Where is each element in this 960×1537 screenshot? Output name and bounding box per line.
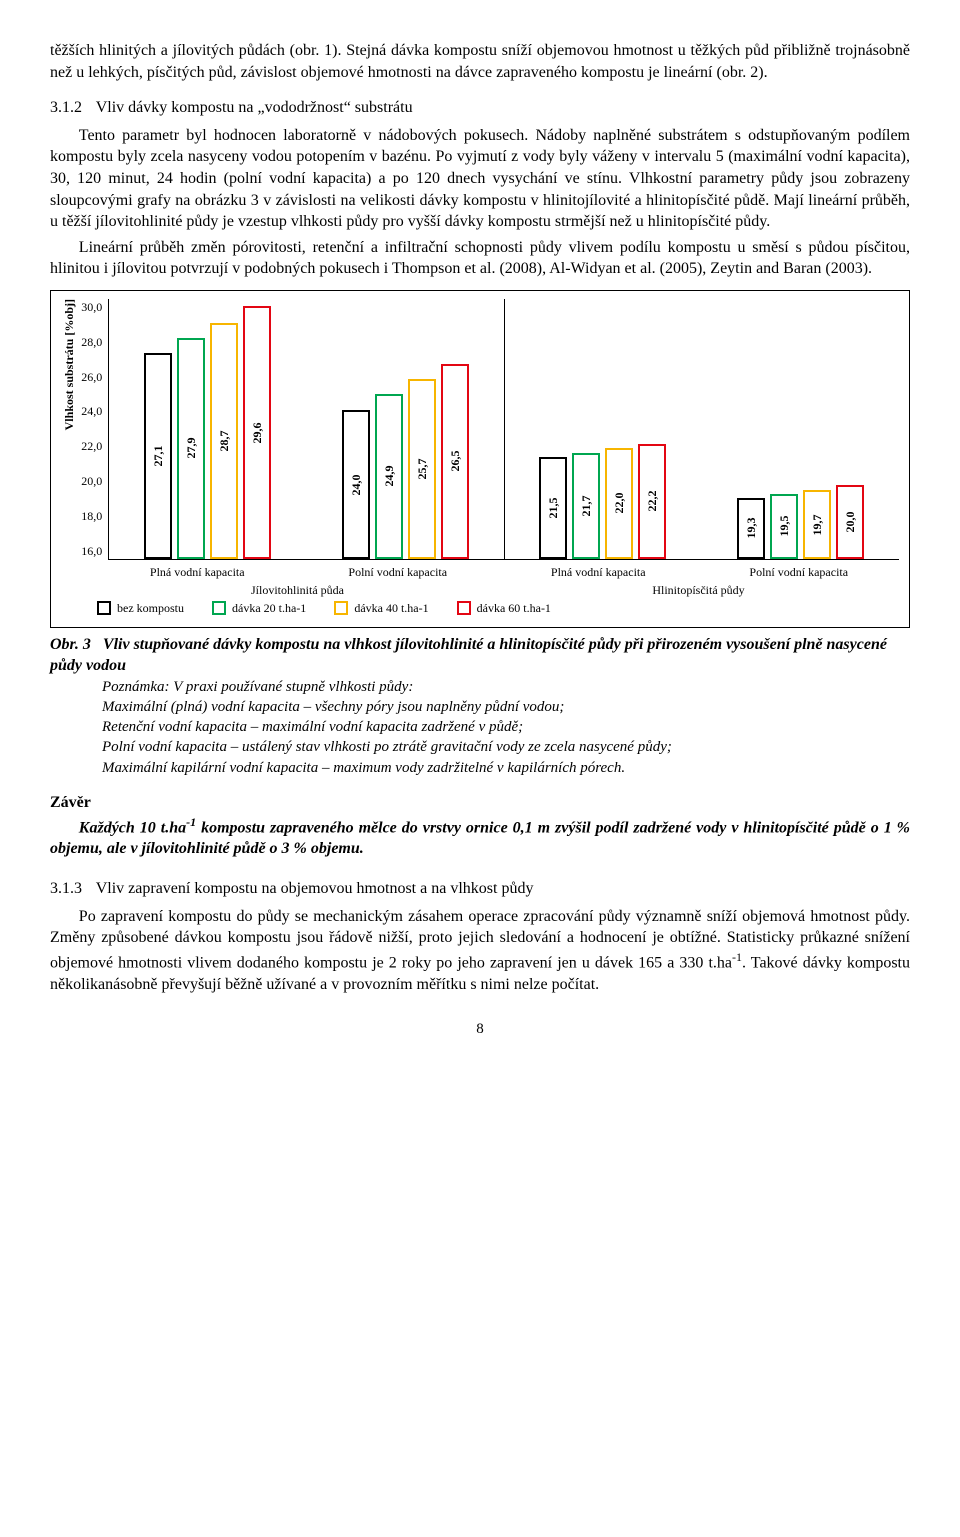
chart-legend: bez kompostu dávka 20 t.ha-1 dávka 40 t.ha… [97, 600, 899, 616]
chart-bar: 27,9 [177, 338, 205, 559]
chart-bar: 24,9 [375, 394, 403, 559]
chart-bar-group: 27,1 27,9 28,7 29,6 [109, 299, 306, 559]
chart-bar-value: 19,7 [809, 514, 825, 535]
paragraph-4: Po zapravení kompostu do půdy se mechani… [50, 906, 910, 996]
page-number: 8 [50, 1019, 910, 1039]
chart-x-supercategories: Jílovitohlinitá půdaHlinitopísčitá půdy [97, 582, 899, 598]
chart-x-categories: Plná vodní kapacitaPolní vodní kapacitaP… [97, 560, 899, 580]
chart-bar: 21,5 [539, 457, 567, 559]
chart-bar: 25,7 [408, 379, 436, 559]
chart-bar-value: 24,9 [381, 466, 397, 487]
chart-bar-value: 21,5 [545, 497, 561, 518]
para4-exponent: -1 [732, 950, 742, 964]
chart-legend-swatch [212, 601, 226, 615]
chart-bar-group: 24,0 24,9 25,7 26,5 [307, 299, 504, 559]
chart-bar-value: 27,9 [183, 438, 199, 459]
chart-x-category-label: Polní vodní kapacita [298, 560, 499, 580]
chart-bar-group: 21,5 21,7 22,0 22,2 [504, 299, 701, 559]
chart-legend-label: dávka 20 t.ha-1 [232, 600, 306, 616]
chart-bar: 22,0 [605, 448, 633, 559]
chart-y-tick: 26,0 [81, 369, 102, 385]
chart-y-ticks: 30,0 28,0 26,0 24,0 22,0 20,0 18,0 16,0 [81, 299, 108, 559]
chart-bar-value: 28,7 [216, 431, 232, 452]
figure-3-caption: Obr. 3 Vliv stupňované dávky kompostu na… [50, 634, 910, 677]
chart-bar: 19,3 [737, 498, 765, 559]
chart-bar-value: 19,3 [743, 518, 759, 539]
chart-legend-swatch [457, 601, 471, 615]
figure-3-note-line: Retenční vodní kapacita – maximální vodn… [102, 717, 910, 737]
chart-x-category-label: Polní vodní kapacita [699, 560, 900, 580]
chart-bar: 19,5 [770, 494, 798, 559]
chart-bar: 27,1 [144, 353, 172, 559]
chart-bar: 29,6 [243, 306, 271, 559]
chart-legend-item: dávka 20 t.ha-1 [212, 600, 306, 616]
figure-3-title: Vliv stupňované dávky kompostu na vlhkos… [50, 636, 887, 675]
chart-bar: 22,2 [638, 444, 666, 559]
chart-legend-item: bez kompostu [97, 600, 184, 616]
paragraph-1: těžších hlinitých a jílovitých půdách (o… [50, 40, 910, 83]
chart-y-tick: 18,0 [81, 508, 102, 524]
chart-x-supercategory-label: Jílovitohlinitá půda [97, 582, 498, 598]
chart-y-tick: 28,0 [81, 334, 102, 350]
chart-bar-value: 27,1 [150, 445, 166, 466]
chart-bar-value: 20,0 [842, 511, 858, 532]
chart-bar: 21,7 [572, 453, 600, 559]
chart-legend-label: bez kompostu [117, 600, 184, 616]
heading-number: 3.1.3 [50, 878, 82, 900]
chart-y-axis-label: Vlhkost substrátu [%obj] [61, 299, 77, 430]
chart-legend-item: dávka 60 t.ha-1 [457, 600, 551, 616]
heading-3-1-2: 3.1.2 Vliv dávky kompostu na „vododržnos… [50, 97, 910, 119]
chart-y-tick: 24,0 [81, 403, 102, 419]
chart-bar-value: 22,2 [644, 491, 660, 512]
heading-3-1-3: 3.1.3 Vliv zapravení kompostu na objemov… [50, 878, 910, 900]
figure-3-note-label: Poznámka: V praxi používané stupně vlhko… [102, 677, 910, 697]
chart-y-tick: 30,0 [81, 299, 102, 315]
chart-x-supercategory-label: Hlinitopísčitá půdy [498, 582, 899, 598]
heading-title: Vliv dávky kompostu na „vododržnost“ sub… [96, 99, 413, 116]
chart-bar-value: 22,0 [611, 493, 627, 514]
chart-bar-value: 26,5 [447, 451, 463, 472]
chart-bar: 20,0 [836, 485, 864, 559]
chart-bar-value: 19,5 [776, 516, 792, 537]
chart-x-category-label: Plná vodní kapacita [97, 560, 298, 580]
paragraph-3: Lineární průběh změn pórovitosti, retenč… [50, 237, 910, 280]
heading-number: 3.1.2 [50, 97, 82, 119]
figure-3-note-line: Polní vodní kapacita – ustálený stav vlh… [102, 737, 910, 757]
zaver-paragraph: Každých 10 t.ha-1 kompostu zapraveného m… [50, 814, 910, 861]
chart-legend-item: dávka 40 t.ha-1 [334, 600, 428, 616]
chart-bar-value: 25,7 [414, 458, 430, 479]
chart-bar-value: 21,7 [578, 496, 594, 517]
chart-y-tick: 20,0 [81, 473, 102, 489]
chart-bar: 26,5 [441, 364, 469, 559]
chart-x-category-label: Plná vodní kapacita [498, 560, 699, 580]
chart-legend-swatch [334, 601, 348, 615]
figure-3-label: Obr. 3 [50, 636, 91, 653]
chart-bar: 28,7 [210, 323, 238, 559]
chart-plot-area: 27,1 27,9 28,7 29,6 24,0 24,9 25,7 26,5 21,5 21,7… [108, 299, 899, 560]
zaver-heading: Závěr [50, 792, 910, 814]
chart-bar: 24,0 [342, 410, 370, 559]
chart-bar-value: 29,6 [249, 422, 265, 443]
zaver-exponent: -1 [186, 815, 196, 829]
chart-legend-label: dávka 40 t.ha-1 [354, 600, 428, 616]
zaver-text-prefix: Každých 10 t.ha [79, 819, 186, 836]
paragraph-2: Tento parametr byl hodnocen laboratorně … [50, 125, 910, 233]
chart-bar-group: 19,3 19,5 19,7 20,0 [702, 299, 899, 559]
chart-y-tick: 16,0 [81, 543, 102, 559]
chart-y-tick: 22,0 [81, 438, 102, 454]
figure-3-note-line: Maximální kapilární vodní kapacita – max… [102, 758, 910, 778]
chart-legend-label: dávka 60 t.ha-1 [477, 600, 551, 616]
heading-title: Vliv zapravení kompostu na objemovou hmo… [96, 880, 534, 897]
chart-bar: 19,7 [803, 490, 831, 559]
chart-figure-3: Vlhkost substrátu [%obj] 30,0 28,0 26,0 24,… [50, 290, 910, 628]
chart-legend-swatch [97, 601, 111, 615]
chart-bar-value: 24,0 [348, 474, 364, 495]
figure-3-note-line: Maximální (plná) vodní kapacita – všechn… [102, 697, 910, 717]
